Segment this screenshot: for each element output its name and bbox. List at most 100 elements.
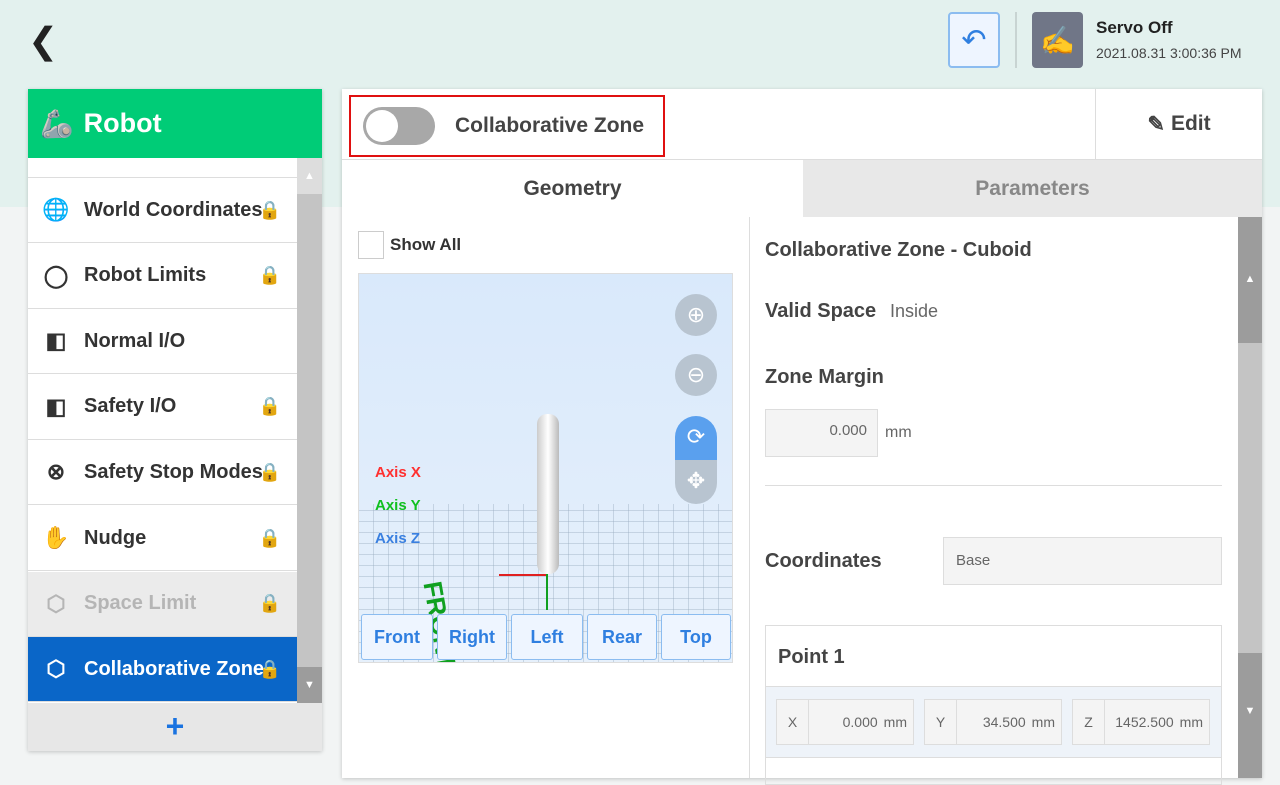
collaborative-zone-toggle-row: Collaborative Zone bbox=[349, 95, 665, 157]
robot-model bbox=[537, 414, 559, 574]
view-left-button[interactable]: Left bbox=[511, 614, 583, 660]
sidebar-item-collaborative-zone[interactable]: ⬡ Collaborative Zone 🔒 bbox=[28, 637, 297, 703]
scroll-down-button[interactable]: ▼ bbox=[1238, 653, 1262, 778]
settings-scrollbar[interactable]: ▲ ▼ bbox=[1238, 217, 1262, 778]
cube-icon: ⬡ bbox=[46, 590, 66, 616]
zone-margin-input[interactable]: 0.000 bbox=[765, 409, 878, 457]
tab-parameters[interactable]: Parameters bbox=[803, 159, 1262, 217]
lock-icon: 🔒 bbox=[258, 527, 281, 548]
sidebar-header: 🦾 Robot bbox=[28, 89, 322, 158]
unit: mm bbox=[1031, 714, 1055, 730]
sidebar-title: Robot bbox=[83, 108, 162, 138]
x-key: X bbox=[777, 700, 809, 744]
io-icon: ◧ bbox=[45, 328, 67, 354]
sidebar-item-label: Nudge bbox=[84, 526, 147, 549]
x-axis-line bbox=[499, 574, 547, 576]
view-right-button[interactable]: Right bbox=[437, 614, 507, 660]
zoom-in-icon[interactable]: ⊕ bbox=[675, 294, 717, 336]
sidebar-item-label: Normal I/O bbox=[84, 329, 186, 352]
sidebar-item-partial[interactable] bbox=[28, 158, 297, 178]
valid-space-label: Valid Space bbox=[765, 300, 877, 322]
unit: mm bbox=[883, 714, 907, 730]
axis-z-label: Axis Z bbox=[375, 530, 421, 547]
sidebar-item-robot-limits[interactable]: ◯ Robot Limits 🔒 bbox=[28, 243, 297, 309]
scroll-up-button[interactable]: ▲ bbox=[1238, 217, 1262, 343]
globe-icon: 🌐 bbox=[42, 197, 70, 222]
lock-icon: 🔒 bbox=[258, 461, 281, 482]
show-all-label: Show All bbox=[390, 235, 462, 254]
hand-icon: ✋ bbox=[42, 525, 70, 550]
sidebar-item-label: Collaborative Zone bbox=[84, 657, 265, 680]
toggle-label: Collaborative Zone bbox=[455, 114, 645, 137]
stop-icon: ⊗ bbox=[46, 459, 66, 485]
sidebar-item-label: Safety Stop Modes bbox=[84, 460, 263, 483]
zone-margin-label: Zone Margin bbox=[765, 366, 884, 388]
lock-icon: 🔒 bbox=[258, 396, 281, 417]
show-all-checkbox[interactable] bbox=[358, 231, 384, 259]
point-1-z-field[interactable]: Z 1452.500 mm bbox=[1072, 699, 1210, 745]
lock-icon: 🔒 bbox=[258, 658, 281, 679]
point-1-label: Point 1 bbox=[778, 646, 845, 668]
limit-icon: ◯ bbox=[43, 262, 69, 288]
sidebar-item-safety-stop-modes[interactable]: ⊗ Safety Stop Modes 🔒 bbox=[28, 440, 297, 506]
sidebar-item-space-limit[interactable]: ⬡ Space Limit 🔒 bbox=[28, 571, 297, 637]
cube-icon: ⬡ bbox=[46, 656, 66, 682]
io-icon: ◧ bbox=[45, 393, 67, 419]
sidebar-scrollbar[interactable]: ▲ ▼ bbox=[297, 158, 322, 703]
coordinates-select[interactable]: Base bbox=[943, 537, 1222, 585]
divider bbox=[1015, 12, 1017, 68]
zone-margin-unit: mm bbox=[885, 424, 912, 441]
zoom-out-icon[interactable]: ⊖ bbox=[675, 354, 717, 396]
sidebar-item-label: Robot Limits bbox=[84, 264, 207, 287]
servo-hand-icon[interactable]: ✍ bbox=[1032, 12, 1083, 68]
y-axis-line bbox=[546, 574, 548, 610]
axis-y-label: Axis Y bbox=[375, 497, 421, 514]
sidebar-item-nudge[interactable]: ✋ Nudge 🔒 bbox=[28, 506, 297, 571]
unit: mm bbox=[1179, 714, 1203, 730]
pencil-icon: ✎ bbox=[1147, 112, 1165, 136]
homing-button[interactable]: ↶ bbox=[948, 12, 1000, 68]
y-value: 34.500 bbox=[982, 714, 1026, 730]
pan-icon[interactable]: ✥ bbox=[675, 460, 717, 504]
add-button[interactable]: + bbox=[28, 703, 322, 751]
point-1-card: Point 1 X 0.000 mm Y 34.500 mm Z 1452.500 mm bbox=[765, 625, 1222, 785]
point-1-fields: X 0.000 mm Y 34.500 mm Z 1452.500 mm bbox=[766, 686, 1221, 758]
sidebar-item-label: Space Limit bbox=[84, 592, 197, 615]
point-1-y-field[interactable]: Y 34.500 mm bbox=[924, 699, 1062, 745]
main-panel: Collaborative Zone ✎ Edit Geometry Parame… bbox=[342, 89, 1262, 785]
scroll-down-button[interactable]: ▼ bbox=[297, 667, 322, 703]
valid-space-value: Inside bbox=[890, 301, 939, 321]
sidebar: 🦾 Robot 🌐 World Coordinates 🔒 ◯ Robot Limits 🔒… bbox=[28, 89, 322, 751]
z-value: 1452.500 bbox=[1115, 714, 1174, 730]
point-1-x-field[interactable]: X 0.000 mm bbox=[776, 699, 914, 745]
zone-title: Collaborative Zone - Cuboid bbox=[765, 239, 1032, 261]
axis-x-label: Axis X bbox=[375, 464, 421, 481]
view-rear-button[interactable]: Rear bbox=[587, 614, 657, 660]
tab-geometry[interactable]: Geometry bbox=[342, 159, 803, 217]
view-top-button[interactable]: Top bbox=[661, 614, 731, 660]
divider bbox=[765, 485, 1222, 486]
z-key: Z bbox=[1073, 700, 1105, 744]
divider bbox=[749, 217, 750, 778]
lock-icon: 🔒 bbox=[258, 265, 281, 286]
edit-button[interactable]: ✎ Edit bbox=[1095, 89, 1262, 159]
y-key: Y bbox=[925, 700, 957, 744]
sidebar-item-world-coordinates[interactable]: 🌐 World Coordinates 🔒 bbox=[28, 178, 297, 243]
scroll-up-button[interactable]: ▲ bbox=[297, 158, 322, 194]
sidebar-item-safety-i-o[interactable]: ◧ Safety I/O 🔒 bbox=[28, 374, 297, 440]
coordinates-label: Coordinates bbox=[765, 550, 882, 572]
sidebar-item-label: World Coordinates bbox=[84, 198, 263, 221]
datetime: 2021.08.31 3:00:36 PM bbox=[1096, 45, 1242, 61]
show-all-checkbox-row[interactable]: Show All bbox=[358, 231, 461, 259]
view-front-button[interactable]: Front bbox=[361, 614, 433, 660]
edit-label: Edit bbox=[1170, 112, 1211, 135]
3d-view[interactable]: ⊕ ⊖ ⟳ ✥ Axis X Axis Y Axis Z FRONT Front… bbox=[358, 273, 733, 663]
lock-icon: 🔒 bbox=[258, 593, 281, 614]
homing-icon: ↶ bbox=[961, 23, 987, 57]
servo-status: Servo Off bbox=[1096, 18, 1173, 37]
sidebar-item-normal-i-o[interactable]: ◧ Normal I/O bbox=[28, 309, 297, 375]
back-button[interactable]: ❮ bbox=[28, 20, 59, 61]
rotate-icon[interactable]: ⟳ bbox=[675, 416, 717, 460]
collaborative-zone-toggle[interactable] bbox=[363, 107, 435, 145]
robot-arm-icon: 🦾 bbox=[40, 108, 74, 139]
